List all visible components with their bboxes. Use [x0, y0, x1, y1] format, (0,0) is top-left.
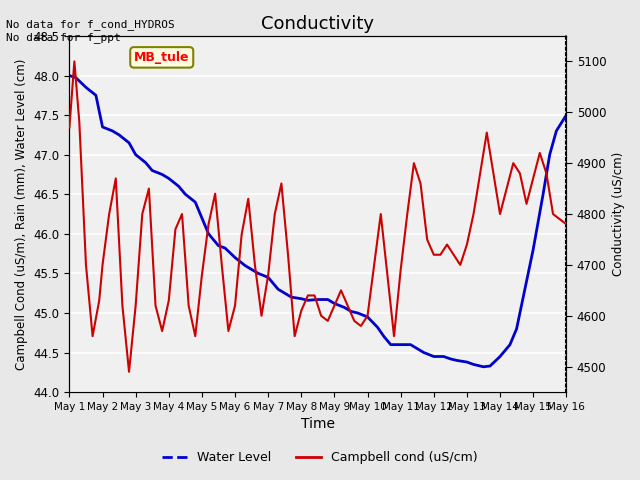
- Y-axis label: Conductivity (uS/cm): Conductivity (uS/cm): [612, 152, 625, 276]
- Text: No data for f_cond_HYDROS
No data for f_ppt: No data for f_cond_HYDROS No data for f_…: [6, 19, 175, 43]
- X-axis label: Time: Time: [301, 418, 335, 432]
- Y-axis label: Campbell Cond (uS/m), Rain (mm), Water Level (cm): Campbell Cond (uS/m), Rain (mm), Water L…: [15, 59, 28, 370]
- Title: Conductivity: Conductivity: [261, 15, 374, 33]
- Text: MB_tule: MB_tule: [134, 51, 189, 64]
- Legend: Water Level, Campbell cond (uS/cm): Water Level, Campbell cond (uS/cm): [157, 446, 483, 469]
